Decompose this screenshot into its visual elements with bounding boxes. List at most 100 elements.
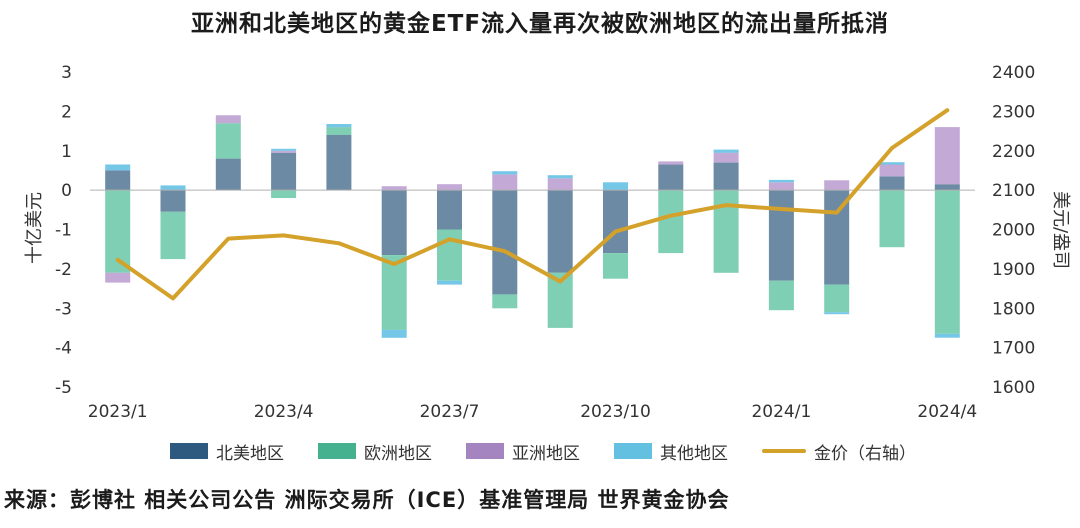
bar-0-12: [768, 190, 794, 281]
bar-0-5: [381, 190, 407, 256]
legend-item-gold-price: 金价（右轴）: [762, 439, 916, 464]
bar-0-2: [215, 158, 241, 191]
left-tick-label-6: -3: [55, 299, 72, 319]
bar-2-5: [381, 186, 407, 191]
bar-1-15: [934, 190, 960, 334]
left-tick-label-8: -5: [55, 378, 72, 398]
bar-3-7: [492, 171, 518, 175]
x-tick-label-3: 2023/10: [580, 402, 651, 422]
bar-series-group: [105, 115, 960, 338]
bar-1-14: [879, 190, 905, 248]
bar-0-10: [658, 164, 684, 191]
bar-2-15: [934, 127, 960, 185]
left-tick-label-7: -4: [55, 339, 72, 359]
bar-2-0: [105, 272, 131, 283]
bar-0-6: [437, 190, 462, 230]
right-tick-label-1: 2300: [992, 102, 1035, 122]
left-tick-label-1: 2: [61, 102, 72, 122]
x-tick-label-4: 2024/1: [751, 402, 811, 422]
right-axis-label: 美元/盎司: [1050, 191, 1071, 269]
legend-swatch-europe: [318, 443, 356, 459]
bar-3-11: [713, 149, 739, 153]
bar-1-10: [658, 190, 684, 254]
bar-0-3: [271, 152, 297, 191]
bar-0-15: [934, 184, 960, 191]
bar-3-8: [547, 175, 573, 179]
bar-2-7: [492, 174, 518, 191]
x-tick-label-0: 2023/1: [88, 402, 148, 422]
legend-swatch-other: [614, 443, 652, 459]
x-tick-label-2: 2023/7: [420, 402, 480, 422]
chart-title: 亚洲和北美地区的黄金ETF流入量再次被欧洲地区的流出量所抵消: [190, 11, 890, 37]
bar-0-1: [160, 190, 186, 212]
bar-3-13: [824, 312, 850, 315]
bar-3-1: [160, 185, 186, 191]
bar-2-10: [658, 161, 684, 165]
bar-1-11: [713, 190, 739, 273]
legend-item-other: 其他地区: [614, 439, 728, 464]
bar-0-7: [492, 190, 518, 295]
bar-0-11: [713, 162, 739, 191]
bar-0-14: [879, 176, 905, 191]
legend-item-north-america: 北美地区: [170, 439, 284, 464]
bar-2-13: [824, 180, 850, 191]
x-axis: 2023/1 2023/4 2023/7 2023/10 2024/1 2024/4: [88, 402, 977, 422]
source-note: 来源：彭博社 相关公司公告 洲际交易所（ICE）基准管理局 世界黄金协会: [4, 488, 730, 512]
bar-3-9: [603, 182, 628, 191]
right-tick-label-0: 2400: [992, 63, 1035, 83]
bar-1-9: [603, 253, 628, 279]
price-line-group: [115, 108, 950, 301]
bar-3-5: [381, 329, 407, 338]
bar-3-0: [105, 164, 131, 171]
bar-3-6: [437, 280, 462, 285]
right-tick-label-3: 2100: [992, 181, 1035, 201]
legend-swatch-asia: [466, 443, 504, 459]
bar-3-3: [271, 148, 297, 151]
right-tick-label-8: 1600: [992, 378, 1035, 398]
bar-1-13: [824, 284, 850, 313]
bar-1-2: [215, 123, 241, 159]
bar-2-12: [768, 182, 794, 191]
bar-1-12: [768, 280, 794, 311]
legend-swatch-north-america: [170, 443, 208, 459]
bar-1-4: [326, 127, 352, 135]
right-tick-label-7: 1700: [992, 339, 1035, 359]
left-tick-label-5: -2: [55, 260, 72, 280]
legend: 北美地区 欧洲地区 亚洲地区 其他地区 金价（右轴）: [170, 437, 950, 465]
x-tick-label-5: 2024/4: [917, 402, 977, 422]
right-tick-label-4: 2000: [992, 221, 1035, 241]
bar-0-0: [105, 170, 131, 191]
bar-1-5: [381, 255, 407, 330]
bar-2-11: [713, 152, 739, 163]
left-tick-label-4: -1: [55, 221, 72, 241]
left-tick-label-2: 1: [61, 142, 72, 162]
left-axis-label: 十亿美元: [24, 192, 45, 264]
bar-3-15: [934, 333, 960, 338]
bar-3-4: [326, 124, 352, 128]
legend-label-other: 其他地区: [660, 443, 728, 464]
bar-3-12: [768, 179, 794, 183]
bar-2-14: [879, 164, 905, 177]
bar-2-8: [547, 178, 573, 191]
x-tick-label-1: 2023/4: [254, 402, 314, 422]
bar-2-6: [437, 184, 462, 191]
legend-item-asia: 亚洲地区: [466, 439, 580, 464]
gold-price-line: [115, 108, 950, 301]
legend-label-north-america: 北美地区: [216, 443, 284, 464]
legend-label-gold-price: 金价（右轴）: [814, 443, 916, 464]
bar-1-1: [160, 211, 186, 260]
bar-1-3: [271, 190, 297, 198]
bar-2-2: [215, 115, 241, 124]
right-tick-label-6: 1800: [992, 299, 1035, 319]
legend-swatch-gold-price: [762, 449, 806, 453]
bar-1-6: [437, 229, 462, 281]
bar-3-14: [879, 162, 905, 165]
right-tick-label-5: 1900: [992, 260, 1035, 280]
bar-2-3: [271, 150, 297, 153]
bar-0-8: [547, 190, 573, 273]
right-tick-label-2: 2200: [992, 142, 1035, 162]
legend-label-asia: 亚洲地区: [512, 443, 580, 464]
left-axis: 3 2 1 0 -1 -2 -3 -4 -5: [55, 63, 72, 398]
legend-label-europe: 欧洲地区: [364, 443, 432, 464]
